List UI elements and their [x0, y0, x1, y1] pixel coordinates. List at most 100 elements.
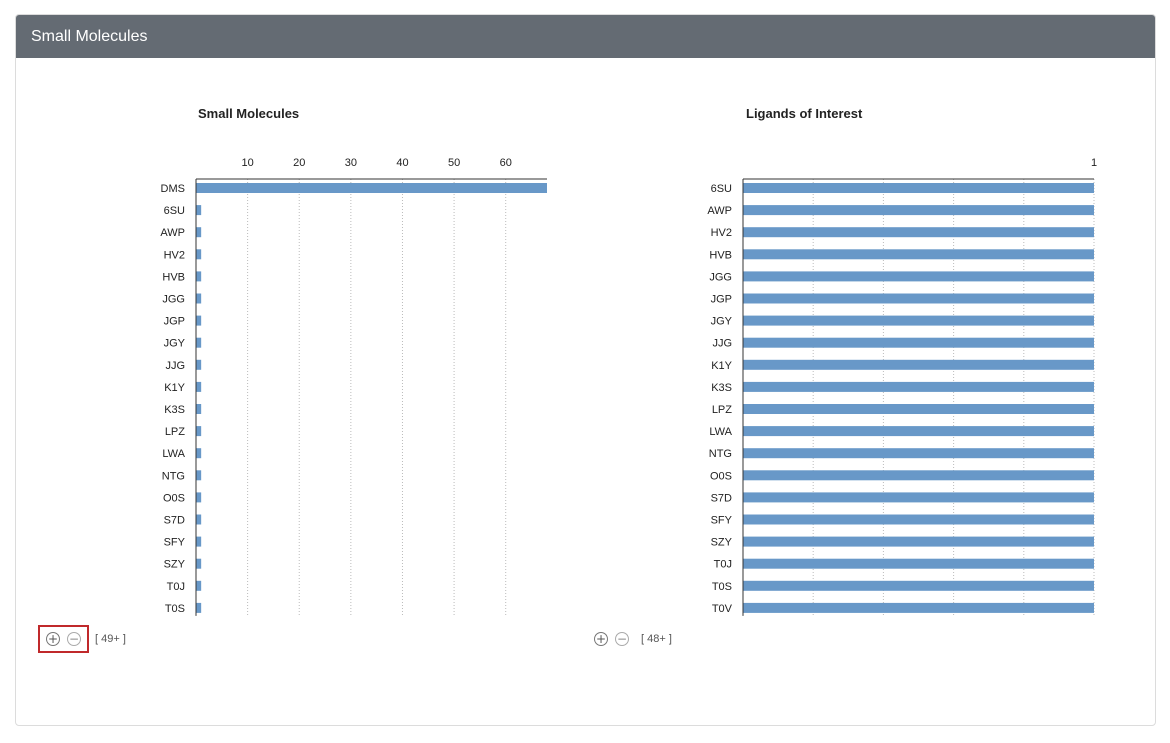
bar-jgg[interactable] [196, 293, 202, 304]
bar-hvb[interactable] [743, 249, 1094, 260]
category-label: T0S [712, 581, 732, 593]
category-label: HV2 [711, 227, 732, 239]
bar-t0j[interactable] [196, 580, 202, 591]
zoom-out-icon[interactable]: − [67, 632, 81, 646]
panel-title: Small Molecules [31, 28, 148, 45]
category-label: JGY [164, 338, 186, 350]
category-label: S7D [711, 492, 732, 504]
bar-lwa[interactable] [743, 426, 1094, 437]
category-label: HVB [162, 271, 185, 283]
bar-t0v[interactable] [743, 602, 1094, 613]
category-label: JGY [711, 316, 733, 328]
category-label: JGG [162, 294, 185, 306]
bar-sfy[interactable] [196, 536, 202, 547]
small-molecules-chart: Small Molecules 10 20 30 40 50 60 DMS 6SU AWP HV2 H… [160, 106, 547, 616]
left-zoom-controls: + − [ 49+ ] [38, 625, 126, 653]
bar-szy[interactable] [196, 558, 202, 569]
x-tick-label: 20 [293, 157, 305, 169]
category-label: AWP [707, 205, 732, 217]
category-label: K3S [164, 404, 185, 416]
category-label: JGP [164, 316, 185, 328]
x-tick-label: 50 [448, 157, 460, 169]
bar-jgy[interactable] [196, 337, 202, 348]
bar-jjg[interactable] [743, 337, 1094, 348]
bar-jgp[interactable] [196, 315, 202, 326]
category-label: SFY [711, 515, 733, 527]
category-label: S7D [164, 515, 185, 527]
x-tick-label: 60 [500, 157, 512, 169]
category-label: SZY [164, 559, 186, 571]
bar-awp[interactable] [743, 205, 1094, 216]
left-zoom-buttons-group: + − [38, 625, 89, 653]
category-label: LWA [709, 426, 732, 438]
category-label: LWA [162, 448, 185, 460]
category-label: 6SU [711, 183, 732, 195]
bar-k1y[interactable] [743, 359, 1094, 370]
zoom-in-icon[interactable]: + [594, 632, 608, 646]
bar-o0s[interactable] [743, 470, 1094, 481]
right-count-label: [ 48+ ] [641, 633, 672, 645]
bar-sfy[interactable] [743, 514, 1094, 525]
bar-o0s[interactable] [196, 492, 202, 503]
ligands-of-interest-chart: Ligands of Interest 1 6SU AWP HV2 HVB JGG JGP JG… [707, 106, 1097, 616]
category-label: JJG [712, 338, 732, 350]
bar-ntg[interactable] [196, 470, 202, 481]
x-tick-label: 1 [1091, 157, 1097, 169]
bar-k3s[interactable] [743, 381, 1094, 392]
bar-k1y[interactable] [196, 381, 202, 392]
bar-6su[interactable] [196, 205, 202, 216]
bar-lpz[interactable] [743, 404, 1094, 414]
bar-jgy[interactable] [743, 315, 1094, 326]
chart-title: Small Molecules [198, 106, 299, 121]
category-label: K1Y [711, 360, 732, 372]
bar-6su[interactable] [743, 183, 1094, 193]
x-tick-label: 10 [241, 157, 253, 169]
category-label: T0V [712, 603, 733, 615]
bar-hv2[interactable] [743, 227, 1094, 238]
category-label: LPZ [165, 426, 185, 438]
right-zoom-buttons-group: + − [588, 625, 635, 653]
bar-jgp[interactable] [743, 293, 1094, 304]
category-label: DMS [161, 183, 185, 195]
bar-jjg[interactable] [196, 359, 202, 370]
category-label: T0J [167, 581, 185, 593]
category-label: JGP [711, 294, 732, 306]
category-label: AWP [160, 227, 185, 239]
chart-title: Ligands of Interest [746, 106, 863, 121]
bar-lpz[interactable] [196, 426, 202, 437]
category-label: SFY [164, 537, 186, 549]
bar-szy[interactable] [743, 536, 1094, 547]
category-label: SZY [711, 537, 733, 549]
category-label: JGG [709, 271, 732, 283]
x-tick-label: 30 [345, 157, 357, 169]
bar-t0s[interactable] [743, 580, 1094, 591]
category-label: NTG [709, 448, 732, 460]
bar-dms[interactable] [196, 183, 547, 193]
zoom-out-icon[interactable]: − [615, 632, 629, 646]
x-tick-label: 40 [396, 157, 408, 169]
bar-awp[interactable] [196, 227, 202, 238]
bar-s7d[interactable] [196, 514, 202, 525]
category-label: HV2 [164, 249, 185, 261]
category-label: T0J [714, 559, 732, 571]
category-label: K3S [711, 382, 732, 394]
left-count-label: [ 49+ ] [95, 633, 126, 645]
category-label: O0S [710, 470, 732, 482]
category-label: HVB [709, 249, 732, 261]
category-label: K1Y [164, 382, 185, 394]
small-molecules-panel: Small Molecules [15, 14, 1156, 726]
bar-jgg[interactable] [743, 271, 1094, 282]
bar-t0j[interactable] [743, 558, 1094, 569]
panel-header: Small Molecules [16, 15, 1155, 58]
category-label: T0S [165, 603, 185, 615]
bar-k3s[interactable] [196, 404, 202, 414]
category-label: LPZ [712, 404, 732, 416]
bar-s7d[interactable] [743, 492, 1094, 503]
zoom-in-icon[interactable]: + [46, 632, 60, 646]
bar-hvb[interactable] [196, 271, 202, 282]
bar-t0s[interactable] [196, 602, 202, 613]
bar-lwa[interactable] [196, 448, 202, 459]
bar-hv2[interactable] [196, 249, 202, 260]
bar-ntg[interactable] [743, 448, 1094, 459]
